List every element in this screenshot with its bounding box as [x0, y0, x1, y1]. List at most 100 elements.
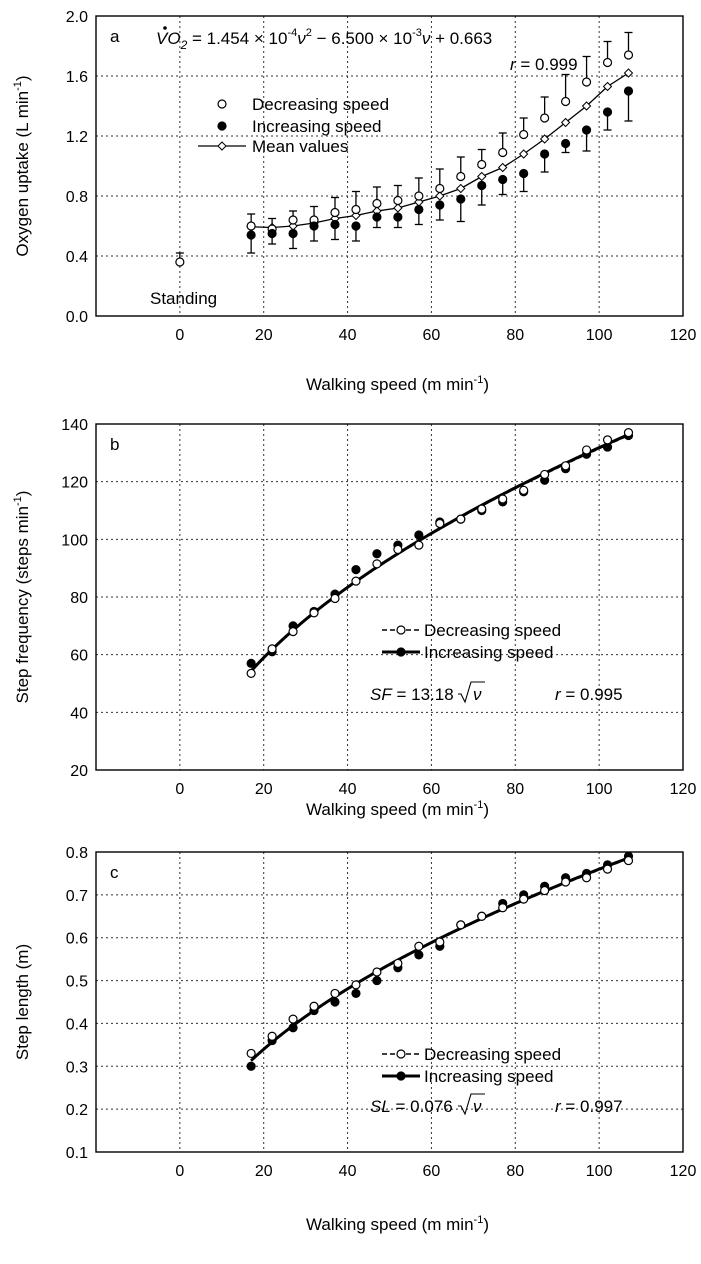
a-mean-value-point	[435, 191, 445, 201]
c-fit-variable: ν	[473, 1097, 482, 1116]
b-increasing-point	[414, 530, 424, 540]
a-plot-frame	[95, 15, 684, 317]
a-y-axis-label-text: Oxygen uptake (L min	[13, 91, 32, 257]
panel-c-step-length-chart: 0 20 40 60 80 100 120 0.1 0.2 0.3 0.4 0.5 0.6 0.7 0.8 W…	[13, 845, 696, 1234]
a-x-tick-label: 20	[255, 327, 273, 344]
a-equation-lhs: VO	[156, 29, 181, 48]
a-decreasing-point	[540, 113, 550, 123]
b-x-axis-label-text: Walking speed (m min	[306, 800, 474, 819]
a-increasing-point	[623, 86, 634, 96]
c-decreasing-point	[330, 988, 340, 999]
a-equation-term2: − 6.500 × 10	[312, 29, 412, 48]
a-equation-term3: + 0.663	[430, 29, 492, 48]
c-decreasing-point	[602, 864, 613, 874]
a-mean-value-point	[581, 101, 592, 111]
c-y-axis-label: Step length (m)	[13, 944, 32, 1060]
a-x-axis-label: Walking speed (m min-1)	[306, 374, 489, 394]
b-panel-label: b	[110, 435, 119, 454]
c-decreasing-point	[351, 980, 361, 990]
a-legend-marker-mean	[217, 141, 227, 151]
c-r-number: = 0.997	[561, 1097, 623, 1116]
c-x-tick-label: 0	[175, 1163, 184, 1180]
a-y-axis-label: Oxygen uptake (L min-1)	[12, 75, 32, 256]
c-decreasing-point	[288, 1014, 298, 1024]
a-y-tick-label: 0.8	[66, 189, 88, 206]
a-decreasing-point	[477, 159, 487, 170]
b-decreasing-point	[623, 428, 634, 438]
b-fit-coefficient: = 13.18	[392, 685, 454, 704]
a-increasing-point	[477, 180, 487, 191]
c-y-tick-label: 0.7	[66, 888, 88, 905]
a-equation-sq: 2	[306, 27, 312, 39]
a-decreasing-point	[288, 215, 298, 225]
a-increasing-point	[330, 219, 340, 230]
a-increasing-point	[540, 149, 550, 159]
a-decreasing-point	[498, 147, 508, 158]
b-fit-equation: SF = 13.18	[370, 685, 454, 704]
c-legend: Decreasing speed Increasing speed	[382, 1045, 561, 1086]
c-y-tick-label: 0.3	[66, 1059, 88, 1076]
a-y-tick-label: 1.6	[66, 69, 88, 86]
c-legend-marker-increasing	[396, 1071, 406, 1081]
a-equation-exp2: -3	[412, 27, 422, 39]
a-mean-value-point	[623, 68, 634, 78]
a-y-tick-label: 0.4	[66, 249, 88, 266]
c-legend-label-increasing: Increasing speed	[424, 1067, 553, 1086]
b-decreasing-point	[330, 593, 340, 604]
a-mean-value-point	[560, 117, 571, 128]
a-increasing-point	[351, 221, 361, 231]
a-equation-var2: ν	[422, 29, 431, 48]
a-decreasing-point	[519, 129, 529, 140]
a-mean-value-point	[518, 149, 529, 159]
a-legend-label-decreasing: Decreasing speed	[252, 95, 389, 114]
b-decreasing-point	[519, 485, 529, 495]
b-legend-label-increasing: Increasing speed	[424, 643, 553, 662]
c-r-value: r = 0.997	[555, 1097, 623, 1116]
a-decreasing-point	[330, 207, 340, 218]
c-increasing-point	[414, 950, 424, 960]
c-increasing-point	[372, 975, 382, 986]
a-increasing-point	[267, 228, 277, 239]
b-legend-marker-decreasing	[396, 625, 406, 635]
c-decreasing-point	[414, 941, 424, 951]
c-decreasing-point	[519, 894, 529, 904]
a-mean-value-point	[498, 162, 508, 173]
c-increasing-point	[246, 1061, 256, 1071]
a-x-tick-label: 60	[423, 327, 441, 344]
c-decreasing-point	[393, 958, 403, 969]
a-decreasing-point	[435, 183, 445, 194]
c-fit-symbol: SL	[370, 1097, 391, 1116]
c-plot-frame	[95, 851, 684, 1153]
panel-a-oxygen-uptake-chart: 0 20 40 60 80 100 120 0.0 0.4 0.8 1.2 1.6 2.0 Walking…	[12, 9, 696, 394]
c-decreasing-point	[477, 911, 487, 921]
b-x-tick-label: 100	[586, 781, 613, 798]
a-y-tick-label: 2.0	[66, 9, 88, 26]
a-legend-marker-decreasing	[217, 99, 227, 109]
b-r-number: = 0.995	[561, 685, 623, 704]
c-fit-coefficient: = 0.076	[391, 1097, 453, 1116]
b-fit-variable: ν	[473, 685, 482, 704]
a-increasing-point	[414, 204, 424, 215]
b-y-tick-label: 60	[70, 648, 88, 665]
a-x-tick-label: 100	[586, 327, 613, 344]
c-increasing-fit-line	[250, 856, 630, 1062]
c-decreasing-point	[623, 855, 634, 866]
a-x-tick-label: 80	[506, 327, 524, 344]
b-y-axis-label-sup: -1	[12, 496, 24, 506]
a-decreasing-point	[372, 198, 382, 209]
b-y-tick-label: 140	[61, 417, 88, 434]
a-equation-exp1: -4	[287, 27, 297, 39]
b-increasing-point	[372, 549, 382, 559]
a-y-tick-label: 1.2	[66, 129, 88, 146]
a-x-axis-label-tail: )	[483, 375, 489, 394]
c-decreasing-point	[309, 1001, 319, 1011]
a-decreasing-point	[393, 195, 403, 206]
c-x-axis-label: Walking speed (m min-1)	[306, 1214, 489, 1234]
c-x-tick-label: 40	[339, 1163, 357, 1180]
a-decreasing-point	[246, 221, 256, 231]
b-r-symbol: r	[555, 685, 562, 704]
c-decreasing-fit-line	[250, 858, 629, 1062]
b-y-axis-label-text: Step frequency (steps min	[13, 506, 32, 703]
